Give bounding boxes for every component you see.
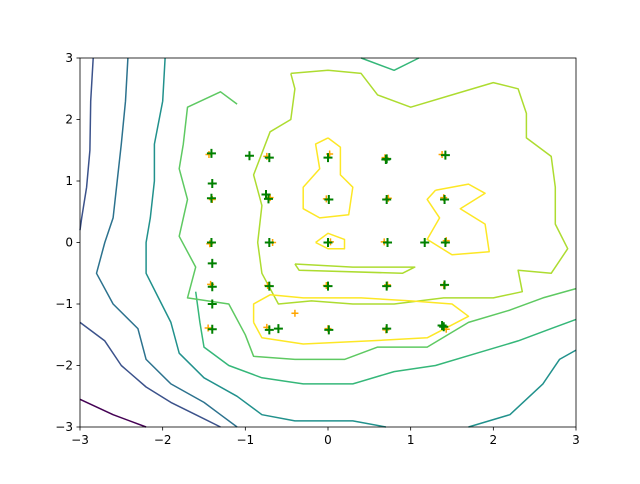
scatter-point (381, 154, 391, 164)
scatter-point (264, 238, 274, 247)
scatter-point (382, 324, 392, 334)
y-tick-label: 1 (65, 174, 73, 188)
scatter-point (440, 238, 450, 247)
scatter-point (420, 238, 430, 247)
contour-line (194, 57, 577, 385)
scatter-point (383, 238, 393, 247)
scatter-point (323, 153, 333, 163)
scatter-point (382, 281, 392, 291)
contour-line (145, 57, 577, 428)
scatter-point (439, 322, 449, 332)
scatter-point (206, 193, 216, 203)
scatter-point (244, 151, 254, 161)
contour-line (252, 69, 569, 305)
x-tick-label: −3 (71, 433, 89, 447)
contour-line (252, 137, 490, 345)
scatter-point (264, 325, 274, 335)
scatter-point (273, 324, 283, 334)
scatter-point (207, 299, 217, 309)
y-tick-label: 3 (65, 51, 73, 65)
scatter-point (207, 258, 217, 268)
contour-line (178, 91, 577, 361)
scatter-point (440, 280, 450, 290)
scatter-point (206, 238, 216, 247)
scatter-point (204, 324, 212, 332)
scatter-point (264, 281, 274, 291)
y-tick-label: −2 (55, 359, 73, 373)
contour-line (95, 57, 238, 428)
x-tick-label: 2 (490, 433, 498, 447)
x-tick-label: −1 (236, 433, 254, 447)
scatter-point (291, 309, 299, 317)
scatter-point (324, 325, 334, 335)
scatter-point (207, 324, 217, 334)
scatter-point (207, 178, 217, 188)
scatter-point (323, 281, 333, 291)
x-tick-label: 3 (572, 433, 580, 447)
y-tick-label: 2 (65, 113, 73, 127)
y-tick-label: −3 (55, 420, 73, 434)
scatter-point (440, 150, 450, 160)
x-tick-label: −2 (154, 433, 172, 447)
scatter-point (437, 321, 447, 331)
scatter-point (323, 238, 333, 247)
scatter-point (261, 190, 271, 200)
scatter-point (264, 153, 274, 163)
scatter-point (207, 282, 217, 292)
scatter-point (440, 194, 450, 204)
y-tick-label: 0 (65, 236, 73, 250)
y-tick-label: −1 (55, 297, 73, 311)
x-tick-label: 1 (407, 433, 415, 447)
scatter-point (206, 148, 216, 158)
scatter-point (324, 194, 334, 204)
contour-line (79, 57, 221, 428)
contour-line (79, 398, 147, 428)
x-tick-label: 0 (324, 433, 332, 447)
scatter-point (382, 194, 392, 204)
